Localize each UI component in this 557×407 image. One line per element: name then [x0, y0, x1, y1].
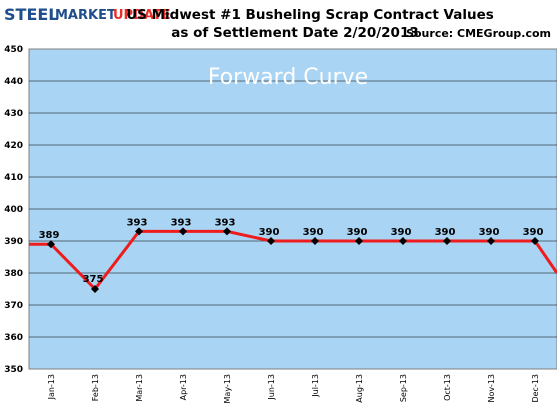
y-tick-label: 370 — [4, 301, 23, 311]
x-tick-label: Feb-13 — [91, 374, 100, 401]
data-label: 390 — [259, 227, 280, 238]
gridlines — [29, 80, 557, 338]
data-point-marker — [355, 237, 363, 245]
y-axis-ticks: 350 360 370 380 390 400 410 420 430 440 450 — [4, 45, 23, 375]
data-label: 390 — [347, 227, 368, 238]
data-point-marker — [399, 237, 407, 245]
x-tick-label: May-13 — [223, 374, 232, 403]
logo: STEEL MARKET UPDATE — [2, 2, 171, 24]
series-line-group — [29, 229, 557, 291]
chart-title-line2: as of Settlement Date 2/20/2013 — [171, 25, 419, 41]
x-tick-label: Jun-13 — [267, 374, 276, 401]
x-axis-ticks: Jan-13 Feb-13 Mar-13 Apr-13 May-13 Jun-13 Jul-… — [47, 374, 540, 403]
x-tick-label: Mar-13 — [135, 374, 144, 402]
x-tick-label: Oct-13 — [443, 374, 452, 401]
data-label: 393 — [215, 217, 236, 228]
data-point-marker — [487, 237, 495, 245]
data-label: 390 — [435, 227, 456, 238]
y-tick-label: 420 — [4, 141, 23, 151]
data-label: 390 — [479, 227, 500, 238]
y-tick-label: 400 — [4, 205, 23, 215]
data-label: 390 — [523, 227, 544, 238]
x-tick-label: Jan-13 — [47, 374, 56, 400]
data-label: 390 — [391, 227, 412, 238]
data-point-marker — [443, 237, 451, 245]
data-label: 390 — [303, 227, 324, 238]
data-point-marker — [179, 227, 187, 236]
y-tick-label: 390 — [4, 237, 23, 247]
data-point-marker — [223, 227, 231, 236]
series-line — [29, 229, 557, 291]
markers-group — [47, 227, 539, 293]
y-tick-label: 450 — [4, 45, 23, 55]
y-tick-label: 410 — [4, 173, 23, 183]
x-tick-label: Dec-13 — [531, 374, 540, 403]
data-label: 375 — [83, 274, 104, 285]
x-tick-label: Aug-13 — [355, 374, 364, 403]
data-point-marker — [91, 285, 99, 293]
data-label: 389 — [39, 230, 60, 241]
data-point-marker — [531, 237, 539, 245]
forward-curve-label: Forward Curve — [208, 65, 368, 90]
data-label: 393 — [171, 217, 192, 228]
data-labels-group: 389 375 393 393 393 390 390 390 390 390 390 390 — [39, 217, 544, 285]
data-point-marker — [311, 237, 319, 245]
source-label: Source: CMEGroup.com — [406, 27, 551, 40]
y-tick-label: 350 — [4, 365, 23, 375]
logo-update-text: UPDATE — [113, 8, 171, 23]
x-tick-label: Sep-13 — [399, 374, 408, 402]
data-label: 393 — [127, 217, 148, 228]
y-tick-label: 430 — [4, 109, 23, 119]
data-point-marker — [47, 240, 55, 249]
x-tick-label: Apr-13 — [179, 374, 188, 400]
y-tick-label: 380 — [4, 269, 23, 279]
logo-market-text: MARKET — [55, 8, 116, 23]
data-point-marker — [267, 237, 275, 245]
logo-steel-text: STEEL — [4, 5, 59, 24]
y-tick-label: 440 — [4, 77, 23, 87]
chart-title-line1: US Midwest #1 Busheling Scrap Contract V… — [126, 7, 494, 23]
data-point-marker — [135, 227, 143, 236]
x-tick-label: Nov-13 — [487, 374, 496, 402]
x-tick-label: Jul-13 — [311, 374, 320, 398]
y-tick-label: 360 — [4, 333, 23, 343]
